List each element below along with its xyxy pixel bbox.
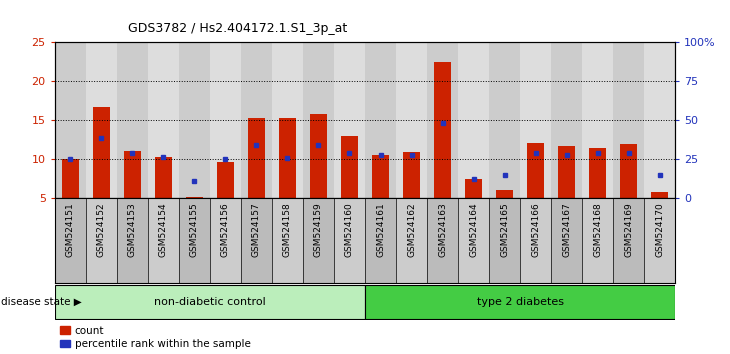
Bar (365, 198, 396, 283)
Bar (55, 42, 86, 198)
Bar (489, 198, 520, 283)
Text: type 2 diabetes: type 2 diabetes (477, 297, 564, 307)
FancyBboxPatch shape (365, 285, 675, 319)
Bar (403, 152, 420, 198)
Bar (147, 198, 179, 283)
Bar (372, 155, 389, 198)
Text: GSM524156: GSM524156 (221, 202, 230, 257)
Text: disease state ▶: disease state ▶ (1, 297, 82, 307)
Bar (489, 42, 520, 198)
Bar (341, 136, 358, 198)
Bar (303, 198, 334, 283)
Text: GSM524160: GSM524160 (345, 202, 354, 257)
Text: GSM524154: GSM524154 (159, 202, 168, 257)
Bar (396, 42, 427, 198)
Text: GSM524168: GSM524168 (593, 202, 602, 257)
Bar (496, 190, 513, 198)
Text: non-diabetic control: non-diabetic control (154, 297, 266, 307)
Text: GSM524167: GSM524167 (562, 202, 571, 257)
Bar (179, 198, 210, 283)
Bar (465, 179, 482, 198)
Bar (86, 198, 117, 283)
Bar (217, 162, 234, 198)
Bar (272, 42, 303, 198)
Text: GSM524151: GSM524151 (66, 202, 74, 257)
Bar (334, 198, 365, 283)
Text: GSM524164: GSM524164 (469, 202, 478, 257)
Bar (124, 151, 141, 198)
Bar (279, 118, 296, 198)
Bar (55, 198, 86, 283)
Text: GSM524166: GSM524166 (531, 202, 540, 257)
Bar (310, 114, 327, 198)
Bar (427, 198, 458, 283)
Bar (117, 42, 147, 198)
Bar (651, 192, 668, 198)
Bar (210, 42, 241, 198)
Bar (520, 198, 551, 283)
Bar (583, 42, 613, 198)
Bar (303, 42, 334, 198)
Bar (272, 198, 303, 283)
Bar (241, 42, 272, 198)
Bar (613, 198, 645, 283)
Text: GSM524152: GSM524152 (97, 202, 106, 257)
Bar (147, 42, 179, 198)
Text: GSM524159: GSM524159 (314, 202, 323, 257)
Bar (62, 159, 79, 198)
Bar (396, 198, 427, 283)
Bar (93, 107, 110, 198)
Bar (527, 143, 544, 198)
Bar (117, 198, 147, 283)
Bar (434, 62, 451, 198)
Bar (427, 42, 458, 198)
Text: GDS3782 / Hs2.404172.1.S1_3p_at: GDS3782 / Hs2.404172.1.S1_3p_at (128, 22, 347, 35)
Bar (458, 42, 489, 198)
Bar (558, 146, 575, 198)
Bar (551, 42, 583, 198)
Bar (334, 42, 365, 198)
Bar (551, 198, 583, 283)
Bar (645, 198, 675, 283)
Bar (620, 144, 637, 198)
Bar (589, 148, 606, 198)
Text: GSM524158: GSM524158 (283, 202, 292, 257)
Text: GSM524153: GSM524153 (128, 202, 137, 257)
Bar (155, 157, 172, 198)
Bar (365, 42, 396, 198)
Text: GSM524163: GSM524163 (438, 202, 447, 257)
Bar (248, 118, 265, 198)
Bar (520, 42, 551, 198)
Bar (210, 198, 241, 283)
Bar (458, 198, 489, 283)
Text: GSM524165: GSM524165 (500, 202, 509, 257)
Bar (86, 42, 117, 198)
Legend: count, percentile rank within the sample: count, percentile rank within the sample (60, 326, 250, 349)
Text: GSM524170: GSM524170 (656, 202, 664, 257)
Text: GSM524161: GSM524161 (376, 202, 385, 257)
Bar (645, 42, 675, 198)
Bar (179, 42, 210, 198)
Text: GSM524157: GSM524157 (252, 202, 261, 257)
Text: GSM524155: GSM524155 (190, 202, 199, 257)
Bar (241, 198, 272, 283)
Bar (613, 42, 645, 198)
Bar (583, 198, 613, 283)
Text: GSM524162: GSM524162 (407, 202, 416, 257)
FancyBboxPatch shape (55, 285, 365, 319)
Text: GSM524169: GSM524169 (624, 202, 633, 257)
